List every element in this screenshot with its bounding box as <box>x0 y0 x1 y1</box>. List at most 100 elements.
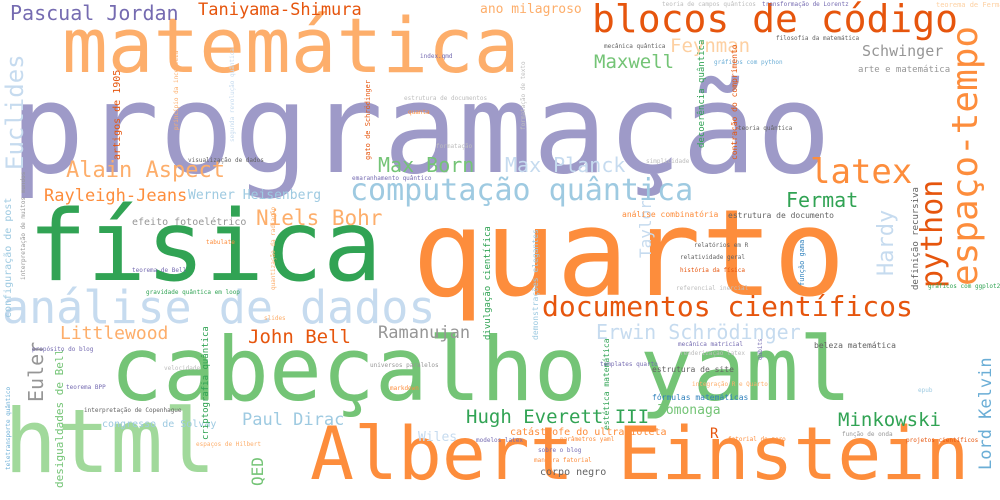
cloud-word-markdown: markdown <box>390 385 419 392</box>
cloud-word-copenhague: interpretação de Copenhague <box>84 407 182 414</box>
cloud-word-werner-heisenberg: Werner Heisenberg <box>188 188 322 203</box>
cloud-word-estrutura-site: estrutura de site <box>652 365 734 374</box>
cloud-word-segunda-revolucao: segunda revolução quântica <box>229 48 236 142</box>
cloud-word-historia-fisica: história da física <box>680 267 746 274</box>
cloud-word-blocos-de-codigo: blocos de código <box>592 0 959 41</box>
cloud-word-simplicidade: simplicidade <box>646 158 690 165</box>
cloud-word-lord-kelvin: Lord Kelvin <box>976 357 996 470</box>
cloud-word-erwin-schrodinger: Erwin Schrödinger <box>596 320 801 344</box>
cloud-word-parametros-yaml: parâmetros yaml <box>560 436 615 443</box>
cloud-word-analise-de-dados: análise de dados <box>2 281 436 334</box>
cloud-word-cabecalho-yaml: cabeçalho yaml <box>110 318 852 421</box>
cloud-word-programacao: programação <box>10 58 832 202</box>
cloud-word-ramanujan: Ramanujan <box>378 323 471 343</box>
cloud-word-congresso-de-solvay: congresso de Solvay <box>102 419 217 430</box>
cloud-word-efeito-fotoeletrico: efeito fotoelétrico <box>132 217 247 228</box>
cloud-word-feynman: Feynman <box>670 35 751 57</box>
cloud-word-quantizacao-radiacao: quantização da radiação <box>270 206 277 290</box>
cloud-word-matematica: matemática <box>62 1 520 90</box>
cloud-word-euclides: Euclides <box>1 54 29 170</box>
cloud-word-universos-paralelos: universos paralelos <box>370 362 439 369</box>
cloud-word-mecanica-quantica: mecânica quântica <box>604 43 666 50</box>
cloud-word-projetos-cientificos: projetos científicos <box>906 437 979 444</box>
cloud-word-maneira-fatorial: maneira fatorial <box>534 457 592 464</box>
cloud-word-artigos-de-1905: artigos de 1905 <box>112 69 123 160</box>
cloud-word-formulas-matematicas: fórmulas matemáticas <box>652 393 749 402</box>
cloud-word-decoerencia-quantica: decoerência quântica <box>697 39 707 148</box>
cloud-word-divulgacao-cientifica: divulgação científica <box>483 226 493 340</box>
cloud-word-renderizacao-latex: renderização latex <box>680 350 746 357</box>
cloud-word-velocidade: velocidade <box>164 365 201 372</box>
cloud-word-python: python <box>915 179 950 288</box>
cloud-word-estrutura-documento: estrutura de documento <box>728 211 834 220</box>
cloud-word-funcao-gama: função gama <box>798 239 806 286</box>
cloud-word-catastrofe-ultravioleta: catástrofe do ultravioleta <box>510 427 667 438</box>
cloud-word-qubits: qubits <box>757 338 764 360</box>
cloud-word-qed: QED <box>248 457 267 486</box>
cloud-word-relatorios-r: relatórios em R <box>694 242 749 249</box>
cloud-word-taylor: Taylor <box>636 200 655 258</box>
cloud-word-teletransporte: teletransporte quântico <box>5 386 12 470</box>
cloud-word-desigualdades-de-bell: desigualdades de Bell <box>53 348 66 488</box>
cloud-word-fermat: Fermat <box>786 188 859 212</box>
cloud-word-wiles: Wiles <box>418 430 458 445</box>
cloud-word-estetica-matematica: estética matemática <box>602 338 611 430</box>
cloud-word-funcao-onda: função de onda <box>842 431 893 438</box>
cloud-word-templates-quarto: templates quarto <box>600 361 658 368</box>
cloud-word-epub: epub <box>918 387 933 394</box>
cloud-word-definicao-recursiva: definição recursiva <box>911 187 921 290</box>
cloud-word-filosofia-matematica: filosofia da matemática <box>776 35 860 42</box>
cloud-word-tabulate: tabulate <box>206 239 235 246</box>
cloud-word-gato-schrodinger: gato de Schrödinger <box>364 79 372 160</box>
cloud-word-graficos-python: gráficos com python <box>714 59 783 66</box>
cloud-word-niels-bohr: Niels Bohr <box>256 206 383 230</box>
cloud-word-contracao-comprimento: contração do comprimento <box>730 44 739 160</box>
cloud-word-formatacao-texto: formatação de texto <box>520 61 527 130</box>
cloud-word-arte-e-matematica: arte e matemática <box>858 65 951 75</box>
cloud-word-max-planck: Max Planck <box>505 153 626 177</box>
cloud-word-schwinger: Schwinger <box>862 42 944 60</box>
cloud-word-teoria-de-campos: teoria de campos quânticos <box>662 1 756 8</box>
cloud-word-html: html <box>4 390 216 493</box>
cloud-word-hugh-everett: Hugh Everett III <box>466 406 650 428</box>
cloud-word-formatacao: formatação <box>436 143 473 150</box>
cloud-word-quarto: quarto <box>412 185 846 324</box>
cloud-word-teoria-quantica: teoria quântica <box>738 125 793 132</box>
cloud-word-hardy: Hardy <box>874 209 899 276</box>
cloud-word-espacos-hilbert: espaços de Hilbert <box>196 441 262 448</box>
cloud-word-espaco-tempo: espaço-tempo <box>945 25 986 286</box>
cloud-word-index-qmd: index.qmd <box>420 53 453 60</box>
cloud-word-criptografia-quantica: criptografia quântica <box>201 326 211 440</box>
cloud-word-minkowski: Minkowski <box>838 409 941 431</box>
cloud-word-graficos-ggplot2: gráficos com ggplot2 <box>928 283 1000 290</box>
cloud-word-modelos-latex: modelos latex <box>476 437 523 444</box>
cloud-word-fisica: física <box>28 190 383 304</box>
cloud-word-john-bell: John Bell <box>248 326 351 348</box>
cloud-word-documentos-cientificos: documentos científicos <box>542 290 913 323</box>
cloud-word-taniyama-shimura: Taniyama-Shimura <box>198 0 362 20</box>
cloud-word-corpo-negro: corpo negro <box>540 467 607 478</box>
cloud-word-rayleigh-jeans: Rayleigh-Jeans <box>44 186 188 206</box>
cloud-word-analise-combinatoria: análise combinatória <box>622 210 719 219</box>
cloud-word-principio-incerteza: princípio da incerteza <box>173 50 180 130</box>
cloud-word-emaranhamento: emaranhamento quântico <box>352 175 432 182</box>
cloud-word-quanta: quanta <box>408 109 430 116</box>
cloud-word-paul-dirac: Paul Dirac <box>242 410 345 430</box>
cloud-word-tomonaga: Tomonaga <box>658 403 721 418</box>
cloud-word-latex: latex <box>810 152 913 192</box>
cloud-word-fatorial-zero: fatorial de zero <box>728 436 786 443</box>
cloud-word-r: R <box>710 426 719 442</box>
cloud-word-estrutura-documentos: estrutura de documentos <box>404 95 488 102</box>
cloud-word-computacao-quantica: computação quântica <box>350 173 694 208</box>
cloud-word-muitos-mundos: interpretação de muitos mundos <box>20 171 27 280</box>
cloud-word-configuracao-de-post: configuração de post <box>3 197 14 318</box>
cloud-word-integracao-r-quarto: integração R e Quarto <box>692 381 768 388</box>
cloud-word-max-born: Max Born <box>378 153 475 177</box>
cloud-word-alain-aspect: Alain Aspect <box>66 158 225 183</box>
cloud-word-teorema-bell: teorema de Bell <box>132 267 187 274</box>
cloud-word-teorema-de-fermat: teorema de Fermat <box>936 1 1000 9</box>
cloud-word-referencial-inercial: referencial inercial <box>676 285 749 292</box>
cloud-word-gravidade-quantica-loop: gravidade quântica em loop <box>146 289 240 296</box>
cloud-word-relatividade-geral: relatividade geral <box>680 254 746 261</box>
